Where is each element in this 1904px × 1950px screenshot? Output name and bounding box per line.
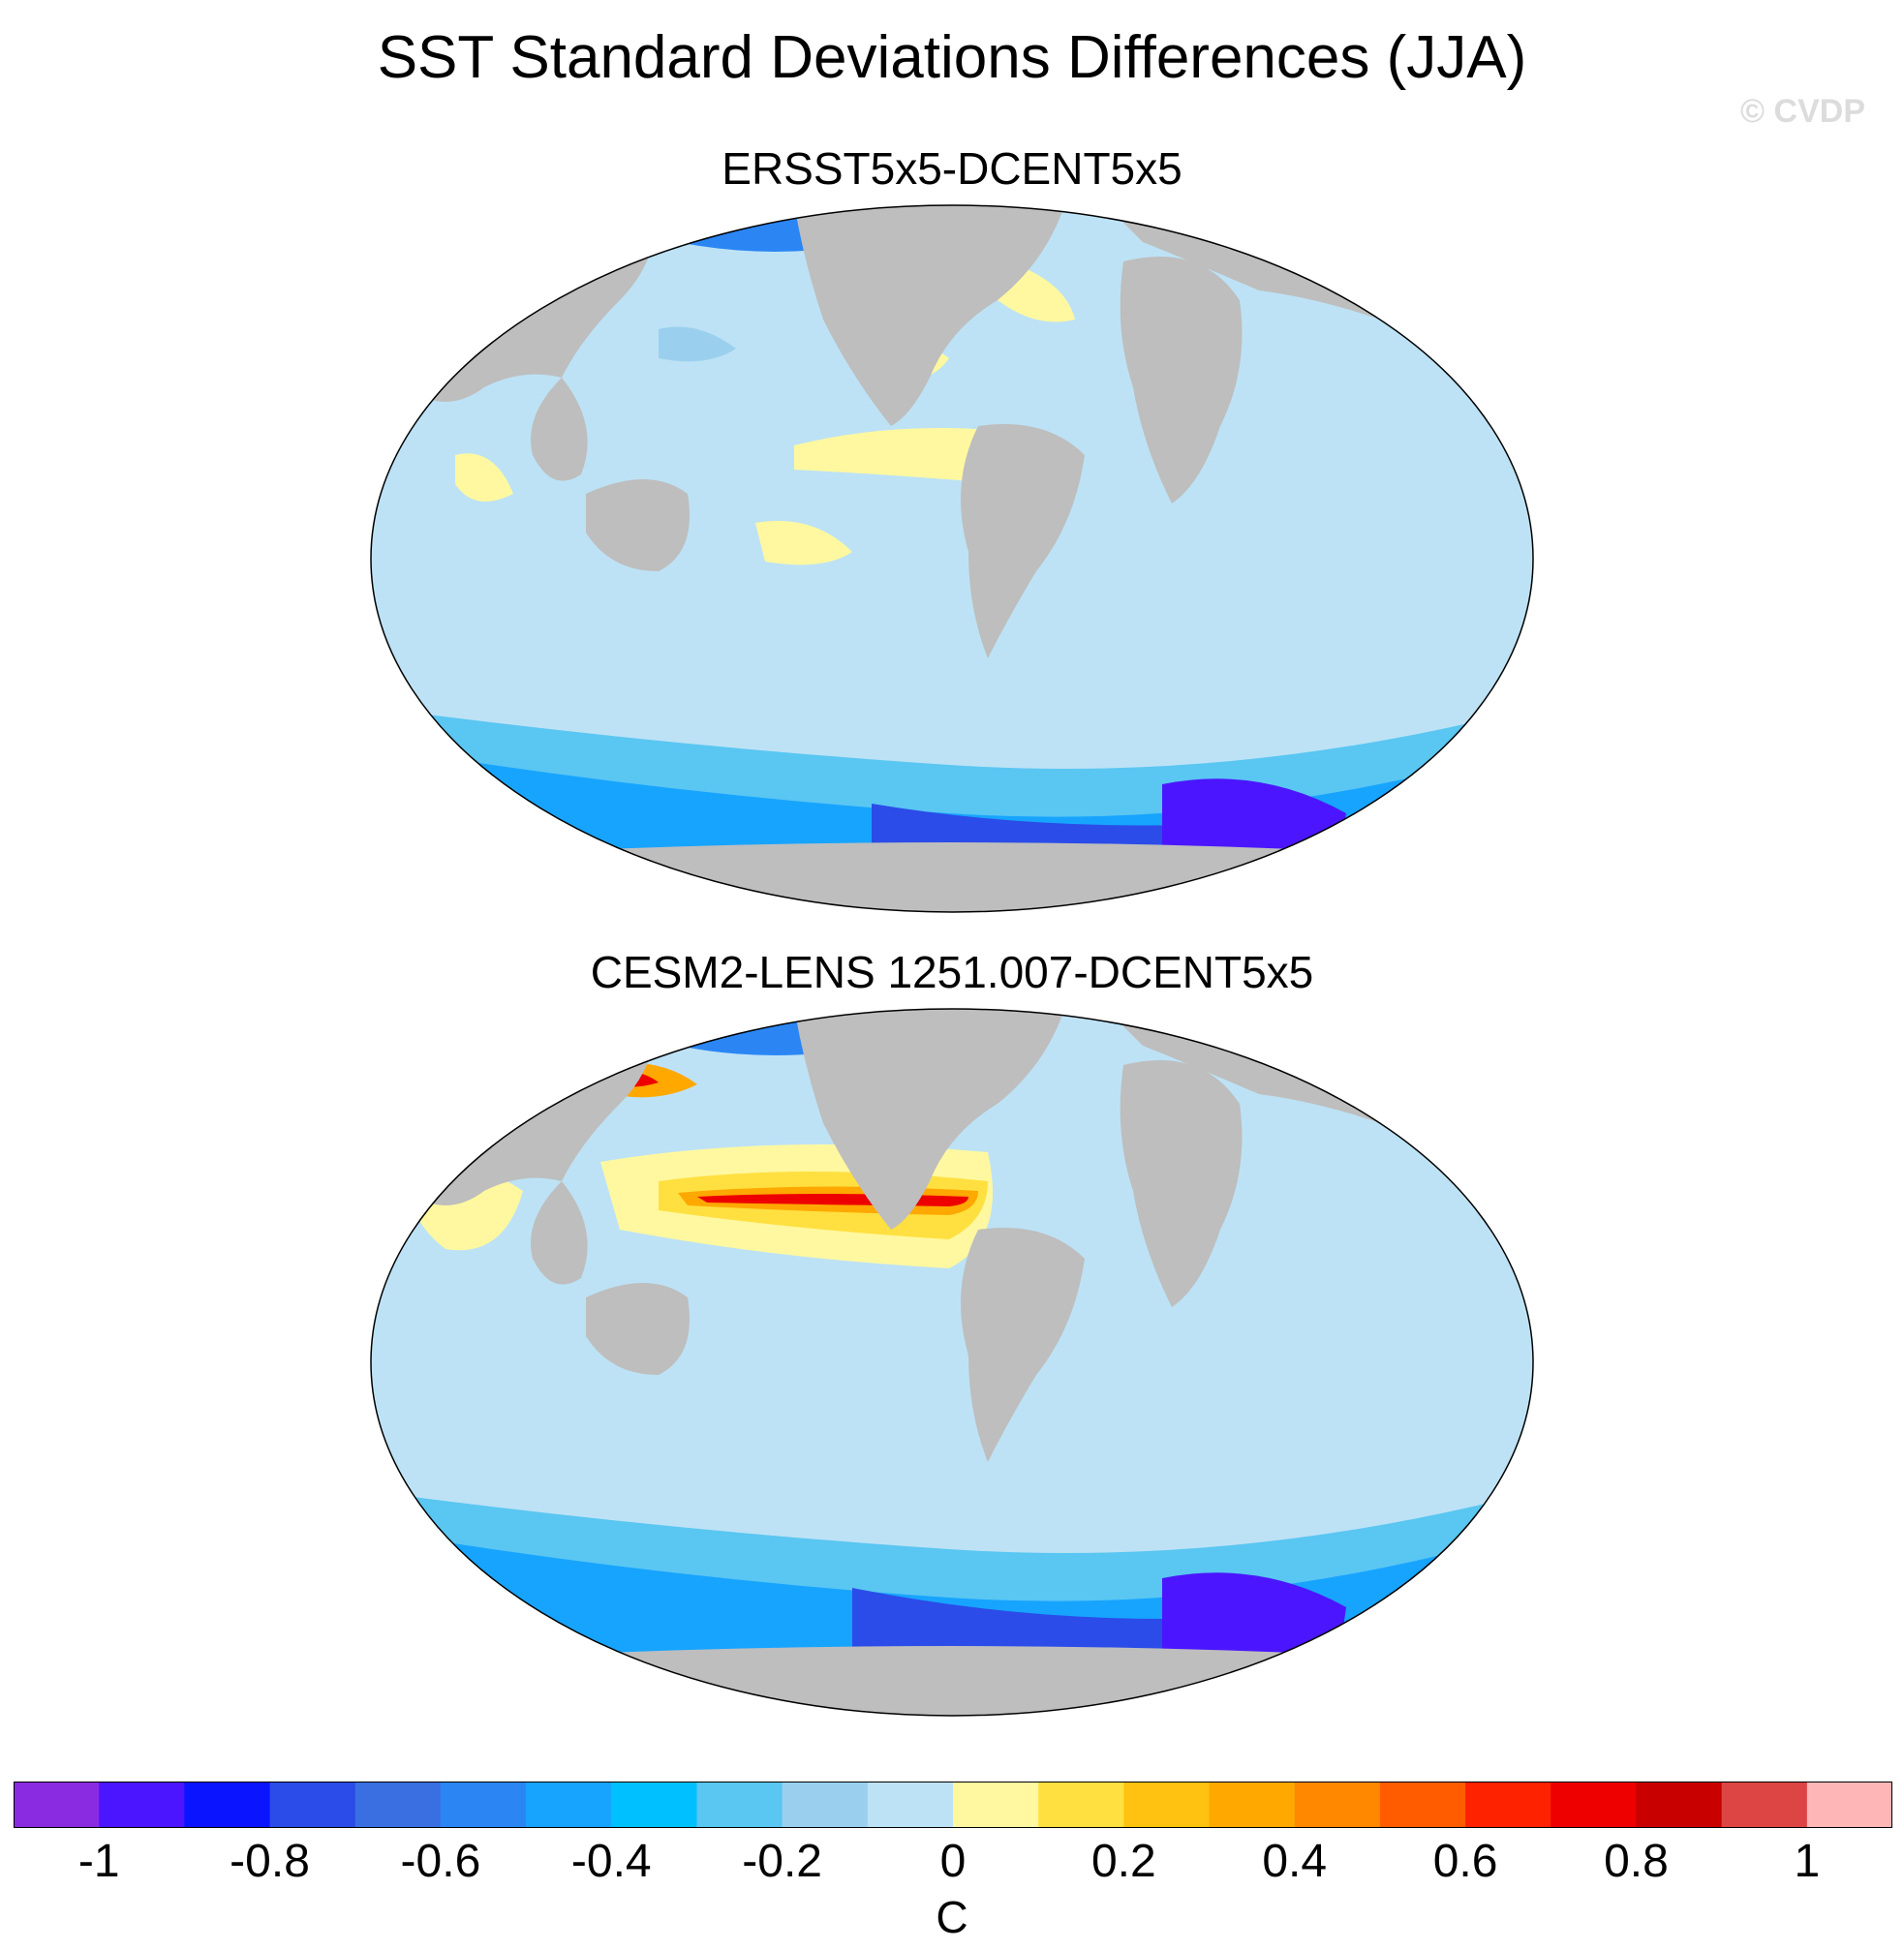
colorbar-swatch: [1294, 1782, 1381, 1828]
colorbar-swatch: [526, 1782, 612, 1828]
colorbar-tick-label: 0: [939, 1836, 967, 1887]
colorbar-swatch: [611, 1782, 697, 1828]
colorbar-tick-label: -1: [77, 1836, 120, 1887]
colorbar-swatch: [782, 1782, 869, 1828]
australia-land: [586, 479, 690, 571]
southeast-asia-land: [531, 378, 588, 481]
colorbar-swatch: [184, 1782, 271, 1828]
colorbar-swatch: [1038, 1782, 1124, 1828]
south-america-land: [961, 1228, 1085, 1462]
colorbar: [14, 1782, 1892, 1828]
colorbar-tick-label: 0.8: [1604, 1836, 1669, 1887]
colorbar-swatch: [440, 1782, 527, 1828]
colorbar-tick-label: -0.2: [742, 1836, 822, 1887]
colorbar-units: C: [936, 1892, 968, 1942]
colorbar-tick-label: 1: [1794, 1836, 1821, 1887]
map-panel-1: [370, 204, 1534, 913]
colorbar-swatch: [867, 1782, 954, 1828]
colorbar-swatch: [1806, 1782, 1892, 1828]
colorbar-swatch: [1636, 1782, 1723, 1828]
map-panel-2: [370, 1008, 1534, 1717]
africa-land: [1120, 257, 1243, 503]
colorbar-swatch: [99, 1782, 185, 1828]
colorbar-swatch: [1465, 1782, 1551, 1828]
panel-1-title: ERSST5x5-DCENT5x5: [722, 143, 1182, 194]
map-border: [370, 204, 1534, 913]
colorbar-swatch: [696, 1782, 783, 1828]
colorbar-tick-label: -0.4: [570, 1836, 652, 1887]
colorbar-tick-label: 0.4: [1262, 1836, 1328, 1887]
africa-land: [1120, 1060, 1243, 1307]
north-america-land: [794, 1009, 1065, 1230]
southeast-asia-land: [531, 1181, 588, 1285]
panel-2-title: CESM2-LENS 1251.007-DCENT5x5: [590, 947, 1314, 997]
colorbar-swatch: [14, 1782, 100, 1828]
colorbar-tick-label: -0.8: [230, 1836, 310, 1887]
colorbar-swatch: [1379, 1782, 1466, 1828]
colorbar-swatch: [1209, 1782, 1296, 1828]
colorbar-frame: [14, 1782, 1892, 1828]
colorbar-tick-label: 0.6: [1432, 1836, 1498, 1887]
colorbar-swatch: [953, 1782, 1039, 1828]
north-america-land: [794, 205, 1065, 426]
antarctica-land: [371, 842, 1533, 912]
antarctica-land: [371, 1646, 1533, 1716]
colorbar-swatch: [354, 1782, 442, 1828]
colorbar-tick-label: 0.2: [1090, 1836, 1156, 1887]
south-america-land: [961, 424, 1085, 658]
map-border: [370, 1008, 1534, 1717]
figure-title: SST Standard Deviations Differences (JJA…: [377, 24, 1527, 91]
cvdp-watermark: © CVDP: [1740, 93, 1865, 130]
colorbar-swatch: [1123, 1782, 1211, 1828]
south-pacific-patch: [755, 521, 852, 565]
colorbar-swatch: [1721, 1782, 1808, 1828]
australia-land: [586, 1283, 690, 1375]
colorbar-swatch: [269, 1782, 356, 1828]
colorbar-tick-label: -0.6: [400, 1836, 481, 1887]
indian-ocean-patch: [455, 453, 513, 502]
pacific-light-patch: [659, 326, 736, 362]
colorbar-swatch: [1551, 1782, 1637, 1828]
